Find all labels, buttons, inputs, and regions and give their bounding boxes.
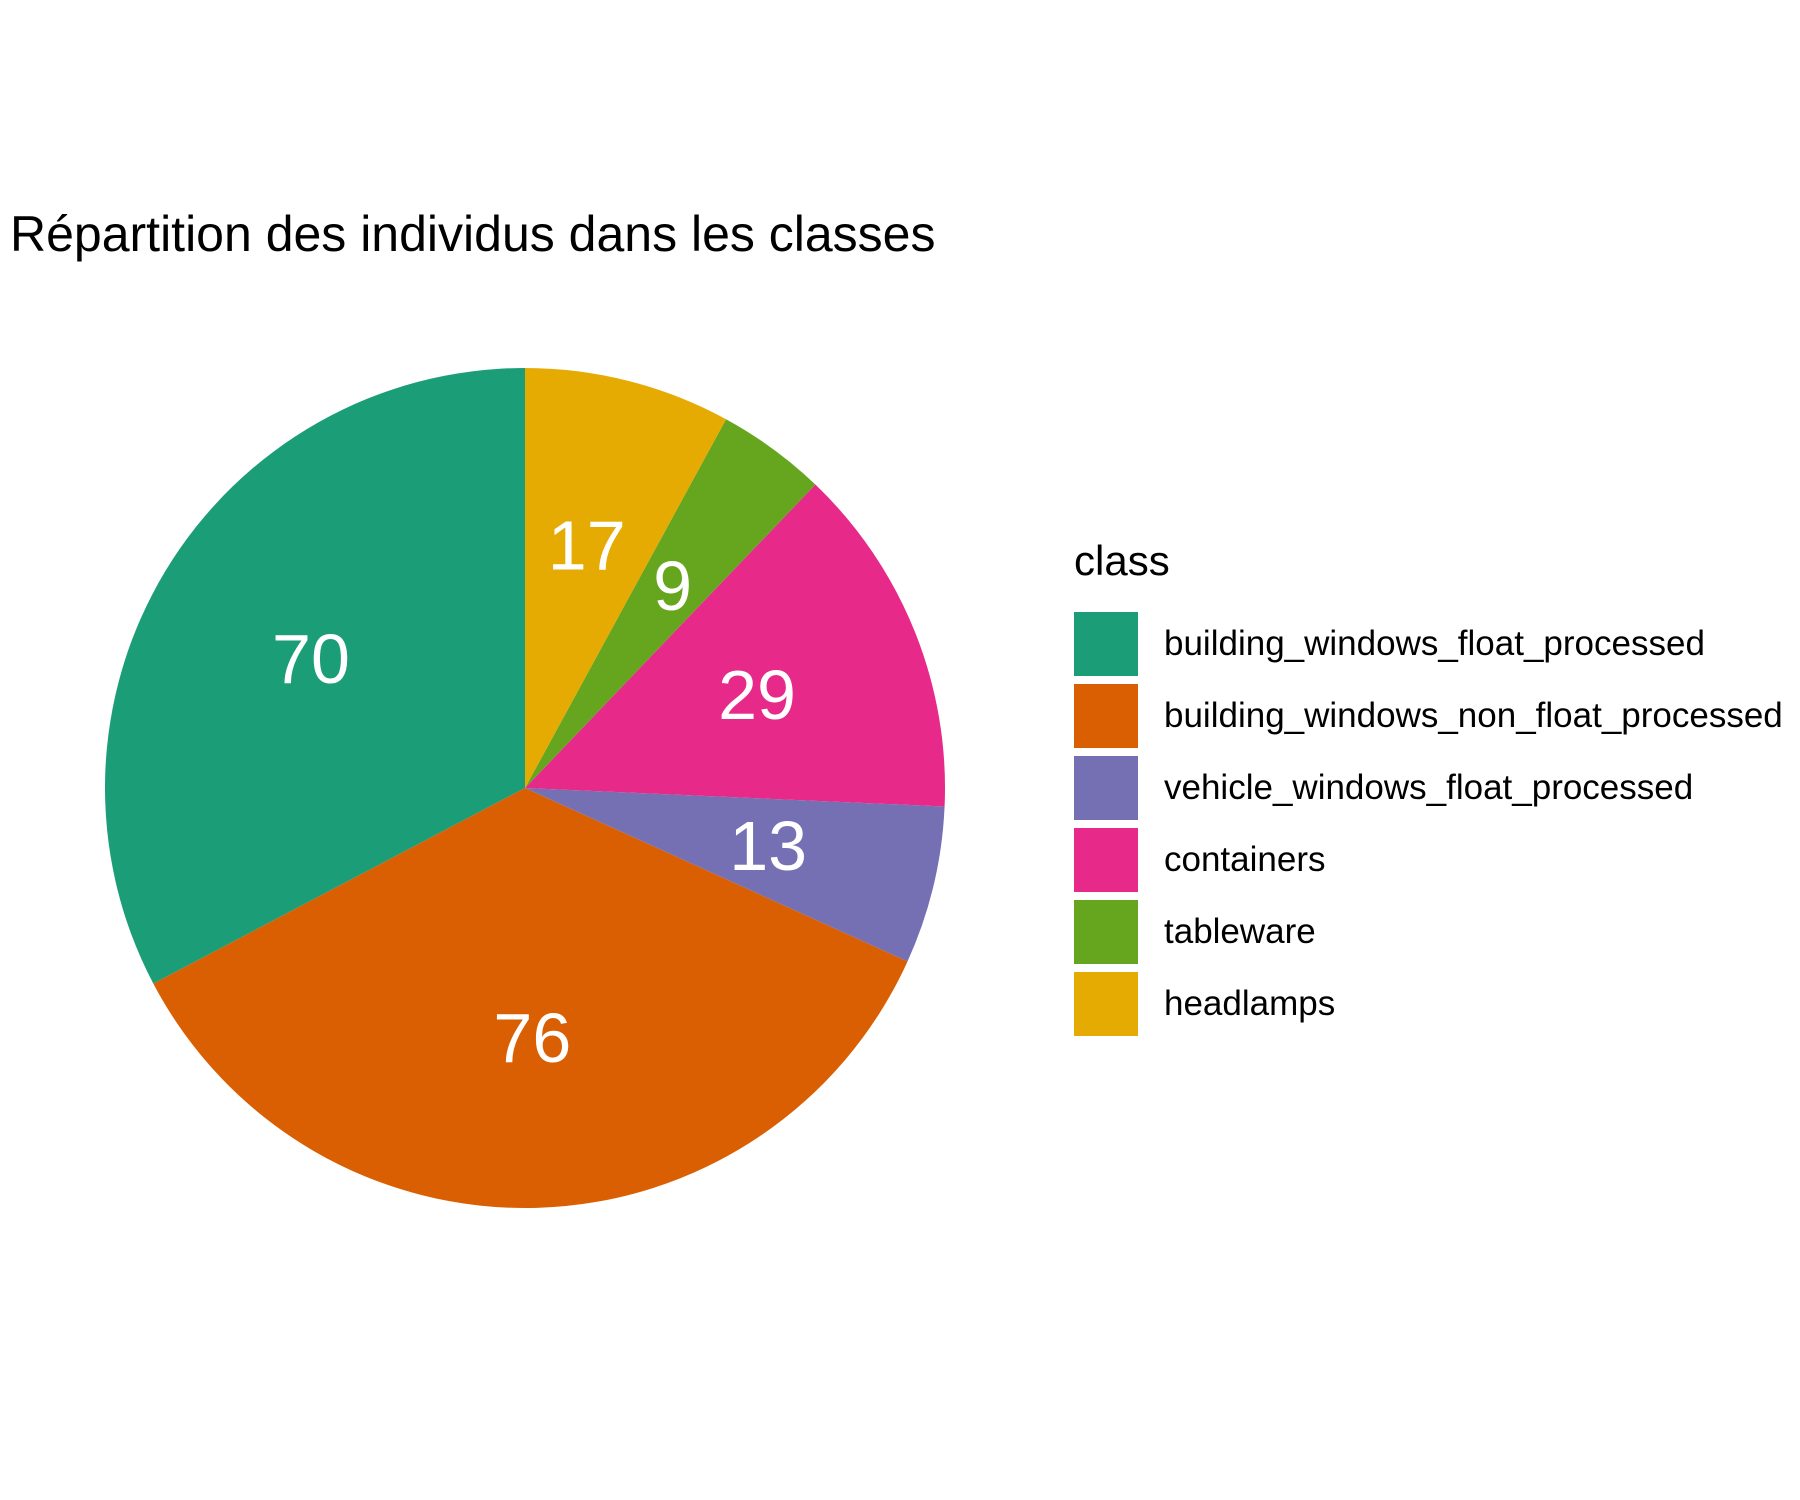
data-label-building-windows-non-float-processed: 76 [493,999,571,1077]
legend-item-containers: containers [1074,824,1783,896]
legend-label: containers [1164,840,1326,879]
legend-item-vehicle-windows-float-processed: vehicle_windows_float_processed [1074,752,1783,824]
legend-label: tableware [1164,912,1316,951]
legend-label: headlamps [1164,984,1336,1023]
legend-swatch [1074,612,1138,676]
pie-slice-containers [525,484,946,807]
data-label-headlamps: 17 [548,507,626,585]
legend-item-building-windows-float-processed: building_windows_float_processed [1074,608,1783,680]
legend-swatch [1074,756,1138,820]
pie-slice-building-windows-non-float-processed [153,788,908,1208]
legend-swatch [1074,972,1138,1036]
legend-item-building-windows-non-float-processed: building_windows_non_float_processed [1074,680,1783,752]
legend-item-headlamps: headlamps [1074,968,1783,1040]
legend-label: building_windows_float_processed [1164,624,1705,663]
data-label-tableware: 9 [653,547,692,625]
pie-slice-tableware [525,419,816,788]
legend-swatch [1074,828,1138,892]
legend-swatch [1074,900,1138,964]
legend-items: building_windows_float_processed building… [1074,608,1783,1040]
legend-item-tableware: tableware [1074,896,1783,968]
chart-title: Répartition des individus dans les class… [10,206,936,262]
pie-slice-headlamps [525,368,727,788]
data-label-containers: 29 [718,656,796,734]
data-label-vehicle-windows-float-processed: 13 [729,807,807,885]
legend-title: class [1074,537,1170,584]
pie-data-labels: 70 76 13 29 9 17 [272,507,807,1077]
legend: class building_windows_float_processed bu… [1074,536,1783,1040]
pie-slices [104,368,946,1208]
legend-label: building_windows_non_float_processed [1164,696,1783,735]
legend-label: vehicle_windows_float_processed [1164,768,1694,807]
pie-slice-building-windows-float-processed [104,368,525,984]
data-label-building-windows-float-processed: 70 [272,620,350,698]
pie-slice-vehicle-windows-float-processed [525,788,945,962]
legend-swatch [1074,684,1138,748]
